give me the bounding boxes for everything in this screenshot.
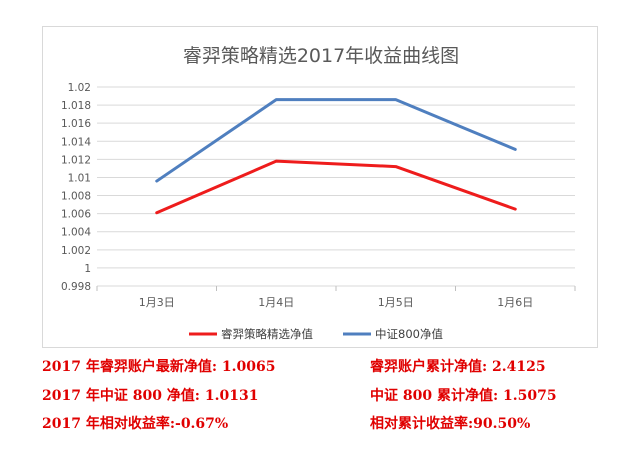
chart-title: 睿羿策略精选2017年收益曲线图 bbox=[183, 45, 459, 67]
series-line-0 bbox=[155, 159, 517, 215]
y-axis-ticks: 1.02 1.018 1.016 1.014 1.012 1.01 1.008 1.006 1.… bbox=[61, 82, 91, 293]
y-tick-label: 1 bbox=[84, 263, 91, 275]
line-chart: 睿羿策略精选2017年收益曲线图 1.02 1.018 1.016 1.014 1.01… bbox=[61, 45, 576, 341]
x-axis-ticks: 1月3日 1月4日 1月5日 1月6日 bbox=[96, 286, 576, 309]
y-tick-label: 1.008 bbox=[61, 191, 91, 203]
gridlines bbox=[97, 86, 575, 287]
legend-label: 中证800净值 bbox=[375, 327, 443, 341]
y-tick-label: 1.01 bbox=[68, 172, 91, 184]
y-tick-label: 0.998 bbox=[61, 281, 91, 293]
legend-label: 睿羿策略精选净值 bbox=[221, 327, 313, 341]
y-tick-label: 1.012 bbox=[61, 154, 91, 166]
csi800-nav-text: 2017 年中证 800 净值: 1.0131 bbox=[42, 388, 259, 404]
relative-return-text: 2017 年相对收益率:-0.67% bbox=[42, 416, 229, 432]
x-tick-label: 1月3日 bbox=[139, 296, 175, 309]
y-tick-label: 1.006 bbox=[61, 209, 91, 221]
x-tick-label: 1月6日 bbox=[497, 296, 533, 309]
cumulative-nav-text: 睿羿账户累计净值: 2.4125 bbox=[370, 359, 546, 375]
relative-cumulative-return-text: 相对累计收益率:90.50% bbox=[370, 416, 531, 432]
y-tick-label: 1.004 bbox=[61, 227, 91, 239]
chart-area: 睿羿策略精选2017年收益曲线图 1.02 1.018 1.016 1.014 1.01… bbox=[42, 26, 598, 348]
y-tick-label: 1.016 bbox=[61, 118, 91, 130]
csi800-cumulative-text: 中证 800 累计净值: 1.5075 bbox=[370, 388, 557, 404]
y-tick-label: 1.018 bbox=[61, 100, 91, 112]
series-line-1 bbox=[155, 98, 517, 183]
x-tick-label: 1月5日 bbox=[378, 296, 414, 309]
legend: 睿羿策略精选净值 中证800净值 bbox=[189, 327, 443, 341]
y-tick-label: 1.014 bbox=[61, 136, 91, 148]
x-tick-label: 1月4日 bbox=[258, 296, 294, 309]
latest-nav-text: 2017 年睿羿账户最新净值: 1.0065 bbox=[42, 359, 276, 375]
series-lines bbox=[155, 98, 517, 215]
y-tick-label: 1.002 bbox=[61, 245, 91, 257]
y-tick-label: 1.02 bbox=[68, 82, 91, 94]
